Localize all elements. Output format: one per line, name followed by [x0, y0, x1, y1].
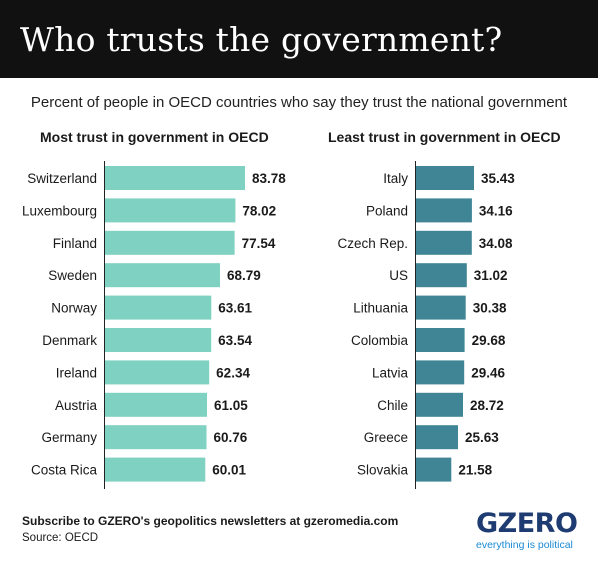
least-bar-4	[416, 295, 466, 320]
least-bar-6	[416, 360, 465, 385]
most-category-label-3: Sweden	[48, 268, 97, 283]
header-bar: Who trusts the government?	[0, 0, 598, 78]
least-value-label-7: 28.72	[470, 398, 504, 413]
most-bar-0	[105, 166, 245, 190]
most-value-label-0: 83.78	[252, 171, 286, 186]
most-category-label-9: Costa Rica	[31, 463, 98, 478]
most-value-label-8: 60.76	[214, 430, 248, 445]
logo-wordmark: GZERO	[476, 508, 578, 539]
source-note: Source: OECD	[22, 532, 99, 544]
most-category-label-2: Finland	[53, 236, 97, 251]
least-category-label-9: Slovakia	[357, 463, 409, 478]
most-category-label-0: Switzerland	[27, 171, 97, 186]
least-bar-2	[416, 230, 472, 255]
least-bar-8	[416, 425, 458, 450]
least-bar-0	[416, 166, 474, 190]
most-bar-1	[105, 198, 236, 223]
most-value-label-9: 60.01	[212, 463, 246, 478]
chart-subtitle: Percent of people in OECD countries who …	[30, 94, 568, 111]
least-value-label-9: 21.58	[458, 463, 492, 478]
least-trust-axis-line	[415, 161, 416, 489]
most-trust-axis-line	[104, 161, 105, 489]
least-bar-5	[416, 328, 465, 352]
most-bar-9	[105, 457, 206, 482]
most-value-label-2: 77.54	[242, 236, 276, 251]
subscribe-note: Subscribe to GZERO's geopolitics newslet…	[22, 514, 399, 528]
least-category-label-5: Colombia	[351, 333, 409, 348]
least-bar-3	[416, 263, 467, 288]
most-category-label-8: Germany	[41, 430, 97, 445]
least-category-label-4: Lithuania	[353, 301, 408, 316]
most-value-label-7: 61.05	[214, 398, 248, 413]
least-value-label-0: 35.43	[481, 171, 515, 186]
least-category-label-6: Latvia	[372, 365, 409, 380]
least-value-label-5: 29.68	[472, 333, 506, 348]
most-category-label-1: Luxembourg	[22, 203, 97, 218]
least-value-label-6: 29.46	[471, 365, 505, 380]
most-bar-8	[105, 425, 207, 450]
least-bar-1	[416, 198, 472, 223]
most-category-label-4: Norway	[51, 301, 97, 316]
most-category-label-5: Denmark	[42, 333, 97, 348]
most-value-label-6: 62.34	[216, 365, 250, 380]
most-bar-2	[105, 230, 235, 255]
most-trust-panel-title: Most trust in government in OECD	[40, 129, 269, 145]
most-bar-4	[105, 295, 212, 320]
logo-tagline: everything is political	[476, 539, 573, 551]
most-value-label-5: 63.54	[218, 333, 252, 348]
least-category-label-7: Chile	[377, 398, 408, 413]
least-category-label-0: Italy	[383, 171, 408, 186]
most-category-label-7: Austria	[55, 398, 98, 413]
most-bar-7	[105, 392, 207, 417]
least-value-label-3: 31.02	[474, 268, 508, 283]
most-value-label-4: 63.61	[218, 301, 252, 316]
least-category-label-1: Poland	[366, 203, 408, 218]
least-value-label-2: 34.08	[479, 236, 513, 251]
gzero-logo: GZERO everything is political	[476, 508, 586, 552]
least-category-label-3: US	[389, 268, 408, 283]
least-trust-panel-title: Least trust in government in OECD	[328, 129, 561, 145]
least-bar-9	[416, 457, 452, 482]
most-category-label-6: Ireland	[56, 365, 97, 380]
least-value-label-4: 30.38	[473, 301, 507, 316]
most-bar-5	[105, 328, 212, 352]
page-title: Who trusts the government?	[20, 20, 503, 59]
least-value-label-8: 25.63	[465, 430, 499, 445]
most-value-label-3: 68.79	[227, 268, 261, 283]
least-value-label-1: 34.16	[479, 203, 513, 218]
least-category-label-2: Czech Rep.	[337, 236, 408, 251]
most-bar-6	[105, 360, 210, 385]
least-category-label-8: Greece	[364, 430, 408, 445]
least-bar-7	[416, 392, 463, 417]
most-bar-3	[105, 263, 220, 288]
most-value-label-1: 78.02	[242, 203, 276, 218]
